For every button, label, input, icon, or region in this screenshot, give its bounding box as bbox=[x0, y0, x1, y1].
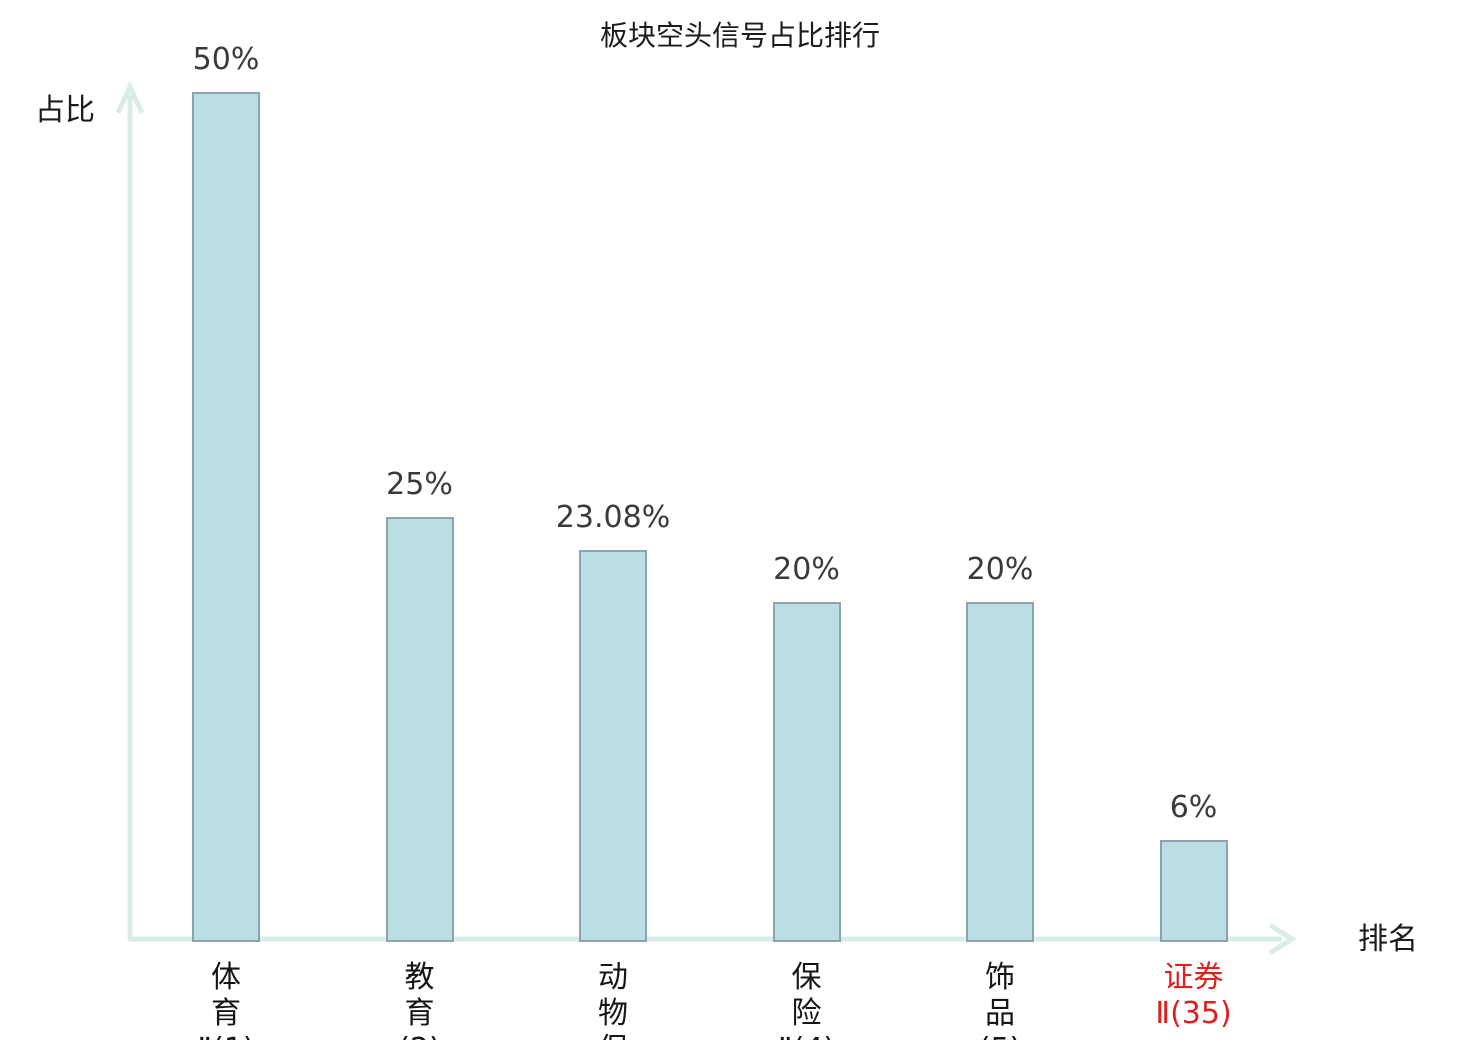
x-axis-arrowhead-icon bbox=[1268, 922, 1297, 956]
bar bbox=[1159, 840, 1228, 942]
bar-category-label: 证券Ⅱ(35) bbox=[1155, 960, 1232, 1031]
bar-value-label: 50% bbox=[192, 42, 260, 77]
bar-category-label: 教育(2) bbox=[398, 960, 441, 1040]
bar-category-label: 保险Ⅱ(4) bbox=[778, 960, 835, 1040]
bar-value-label: 23.08% bbox=[555, 499, 671, 535]
bar bbox=[579, 549, 647, 942]
y-axis-label: 占比 bbox=[35, 93, 95, 128]
bar-value-label: 20% bbox=[966, 552, 1034, 587]
y-axis-arrowhead-icon bbox=[115, 81, 145, 115]
bar-category-label: 体育Ⅱ(1) bbox=[197, 960, 254, 1040]
bar bbox=[385, 517, 454, 942]
x-axis-label: 排名 bbox=[1358, 922, 1418, 957]
bar-category-label: 饰品(5) bbox=[979, 960, 1022, 1040]
chart-title: 板块空头信号占比排行 bbox=[599, 19, 880, 52]
bar-value-label: 20% bbox=[773, 552, 840, 587]
bar bbox=[192, 92, 260, 942]
bar-category-label: 动物保健 Ⅱ(3) bbox=[597, 960, 628, 1040]
bar-value-label: 25% bbox=[386, 467, 453, 502]
bar bbox=[966, 602, 1034, 942]
bar-value-label: 6% bbox=[1169, 790, 1218, 825]
bar bbox=[772, 602, 841, 942]
